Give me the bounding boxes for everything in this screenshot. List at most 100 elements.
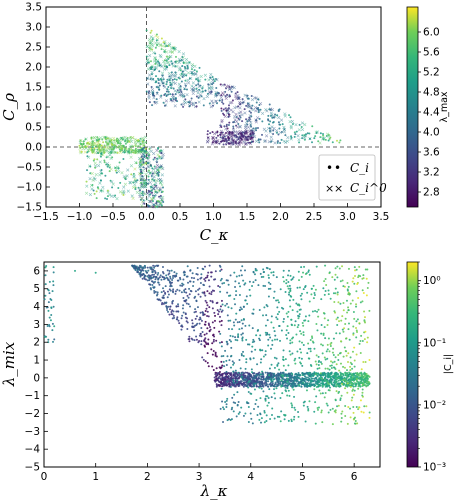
bottom-point: [139, 265, 142, 268]
bottom-point: [300, 379, 303, 382]
top-point-ci0: [128, 181, 133, 185]
bottom-point: [153, 280, 156, 283]
bottom-points: [43, 264, 371, 426]
bottom-point: [245, 295, 248, 298]
bottom-point: [181, 314, 184, 317]
bottom-point: [359, 399, 362, 402]
top-point-ci: [144, 179, 147, 182]
bottom-point: [153, 290, 156, 293]
top-point-ci0: [150, 197, 154, 201]
bottom-point: [294, 320, 297, 323]
bottom-point: [286, 285, 289, 288]
top-point-ci: [258, 117, 261, 120]
top-point-ci: [218, 99, 221, 102]
bottom-point: [206, 361, 209, 364]
bottom-point: [248, 343, 251, 346]
top-point-ci0: [84, 191, 89, 195]
top-point-ci: [222, 102, 225, 105]
bottom-point: [338, 352, 341, 355]
bottom-point: [289, 287, 292, 290]
bottom-point: [330, 360, 333, 363]
top-y-tick-label: 0.5: [25, 122, 42, 134]
bottom-point: [355, 336, 358, 339]
top-point-ci0: [158, 177, 163, 182]
bottom-point: [226, 419, 229, 422]
top-point-ci0: [171, 64, 175, 68]
bottom-point: [331, 407, 334, 410]
top-point-ci: [159, 202, 162, 205]
bottom-point: [225, 302, 228, 305]
bottom-point: [242, 350, 245, 353]
top-point-ci0: [235, 119, 239, 124]
top-point-ci: [233, 121, 236, 124]
top-point-ci0: [247, 118, 251, 122]
bottom-point: [347, 309, 350, 312]
top-point-ci: [92, 159, 95, 162]
bottom-point: [244, 381, 247, 384]
bottom-point: [194, 290, 197, 293]
bottom-point: [268, 374, 271, 377]
top-point-ci0: [181, 55, 185, 60]
bottom-point: [252, 281, 255, 284]
bottom-point: [183, 270, 186, 273]
bottom-point: [353, 373, 356, 376]
bottom-point: [133, 264, 136, 267]
bottom-point: [280, 385, 283, 388]
bottom-point: [221, 385, 224, 388]
bottom-point: [299, 330, 302, 333]
top-point-ci: [94, 145, 97, 148]
top-point-ci: [250, 141, 253, 144]
top-point-ci0: [99, 169, 103, 173]
top-point-ci: [277, 121, 280, 124]
bottom-point: [344, 387, 347, 390]
top-point-ci: [268, 129, 271, 132]
bottom-point: [238, 294, 241, 297]
top-point-ci: [157, 82, 160, 85]
bottom-point: [206, 304, 209, 307]
bottom-point: [218, 285, 221, 288]
bottom-point: [229, 376, 232, 379]
bottom-point: [277, 376, 280, 379]
top-point-ci0: [197, 84, 201, 89]
bottom-point: [172, 291, 175, 294]
bottom-point: [161, 266, 164, 269]
top-point-ci: [255, 101, 258, 104]
bottom-point: [355, 377, 358, 380]
bottom-point: [213, 326, 216, 329]
bottom-point: [351, 350, 354, 353]
bottom-point: [222, 383, 225, 386]
bottom-point: [212, 369, 215, 372]
bottom-point: [362, 375, 365, 378]
bottom-point: [328, 350, 331, 353]
bottom-y-tick-label: 1: [33, 355, 40, 367]
bottom-point: [334, 399, 337, 402]
top-point-ci0: [152, 59, 157, 63]
bottom-point: [269, 418, 272, 421]
top-point-ci: [116, 137, 119, 140]
bottom-point: [220, 345, 223, 348]
bottom-point: [134, 266, 137, 269]
top-point-ci0: [177, 68, 182, 72]
top-point-ci0: [187, 61, 192, 65]
bottom-point: [355, 303, 358, 306]
bottom-point: [52, 340, 55, 343]
top-point-ci0: [131, 136, 135, 140]
bottom-point: [352, 411, 355, 414]
bottom-point: [287, 287, 290, 290]
bottom-point: [219, 305, 222, 308]
bottom-point: [285, 333, 288, 336]
top-point-ci0: [211, 101, 215, 105]
top-point-ci0: [250, 137, 255, 141]
top-point-ci0: [149, 199, 153, 204]
bottom-point: [169, 277, 172, 280]
bottom-colorbar-tick-label: 10⁻¹: [423, 337, 446, 349]
top-point-ci0: [78, 146, 82, 150]
bottom-point: [223, 382, 226, 385]
top-point-ci: [115, 171, 118, 174]
top-point-ci0: [141, 136, 145, 140]
bottom-point: [274, 334, 277, 337]
top-point-ci: [154, 62, 157, 65]
bottom-point: [336, 276, 339, 279]
top-point-ci0: [86, 155, 91, 159]
bottom-point: [320, 323, 323, 326]
